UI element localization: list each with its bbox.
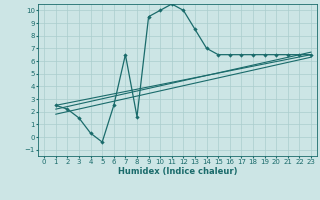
X-axis label: Humidex (Indice chaleur): Humidex (Indice chaleur): [118, 167, 237, 176]
